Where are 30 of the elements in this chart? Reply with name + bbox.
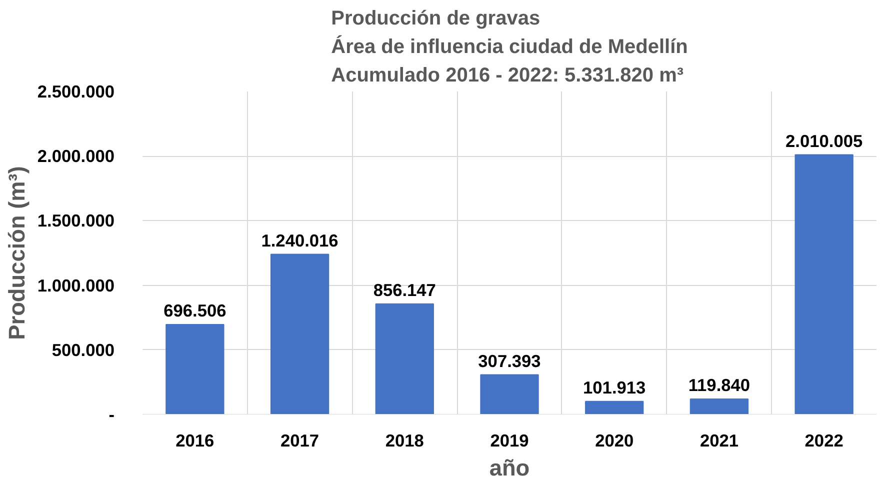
x-tick-label: 2016 — [176, 430, 215, 450]
x-tick-label: 2021 — [700, 430, 739, 450]
y-tick-label: 1.500.000 — [37, 210, 115, 231]
data-label: 119.840 — [688, 375, 750, 396]
bar — [270, 254, 330, 414]
data-label: 2.010.005 — [786, 130, 863, 151]
data-label: 307.393 — [478, 350, 542, 371]
x-tick-label: 2022 — [804, 430, 844, 450]
y-tick-label: 1.000.000 — [37, 275, 115, 296]
x-axis-title: año — [489, 454, 530, 480]
y-tick-label: 2.000.000 — [37, 146, 115, 166]
bar — [585, 400, 644, 414]
x-tick-label: 2019 — [490, 430, 529, 450]
data-label: 856.147 — [373, 280, 436, 300]
bar — [375, 303, 434, 414]
y-tick-label: - — [108, 404, 115, 424]
x-tick-label: 2020 — [595, 430, 634, 450]
x-tick-label: 2017 — [280, 430, 320, 450]
data-label: 101.913 — [583, 377, 646, 398]
y-tick-label: 2.500.000 — [37, 82, 115, 102]
data-label: 696.506 — [164, 300, 227, 321]
bar — [794, 154, 854, 414]
y-axis-title: Producción (m³) — [3, 166, 30, 340]
x-tick-label: 2018 — [385, 430, 424, 450]
bar — [480, 374, 539, 414]
bar — [690, 398, 749, 414]
chart-title: Producción de gravas Área de influencia ciudad de Medellín Acumulado 2016 - 2022: 5.331.820 m³ — [331, 7, 688, 86]
y-tick-label: 500.000 — [52, 340, 115, 360]
data-label: 1.240.016 — [261, 230, 339, 250]
bar — [166, 324, 224, 414]
